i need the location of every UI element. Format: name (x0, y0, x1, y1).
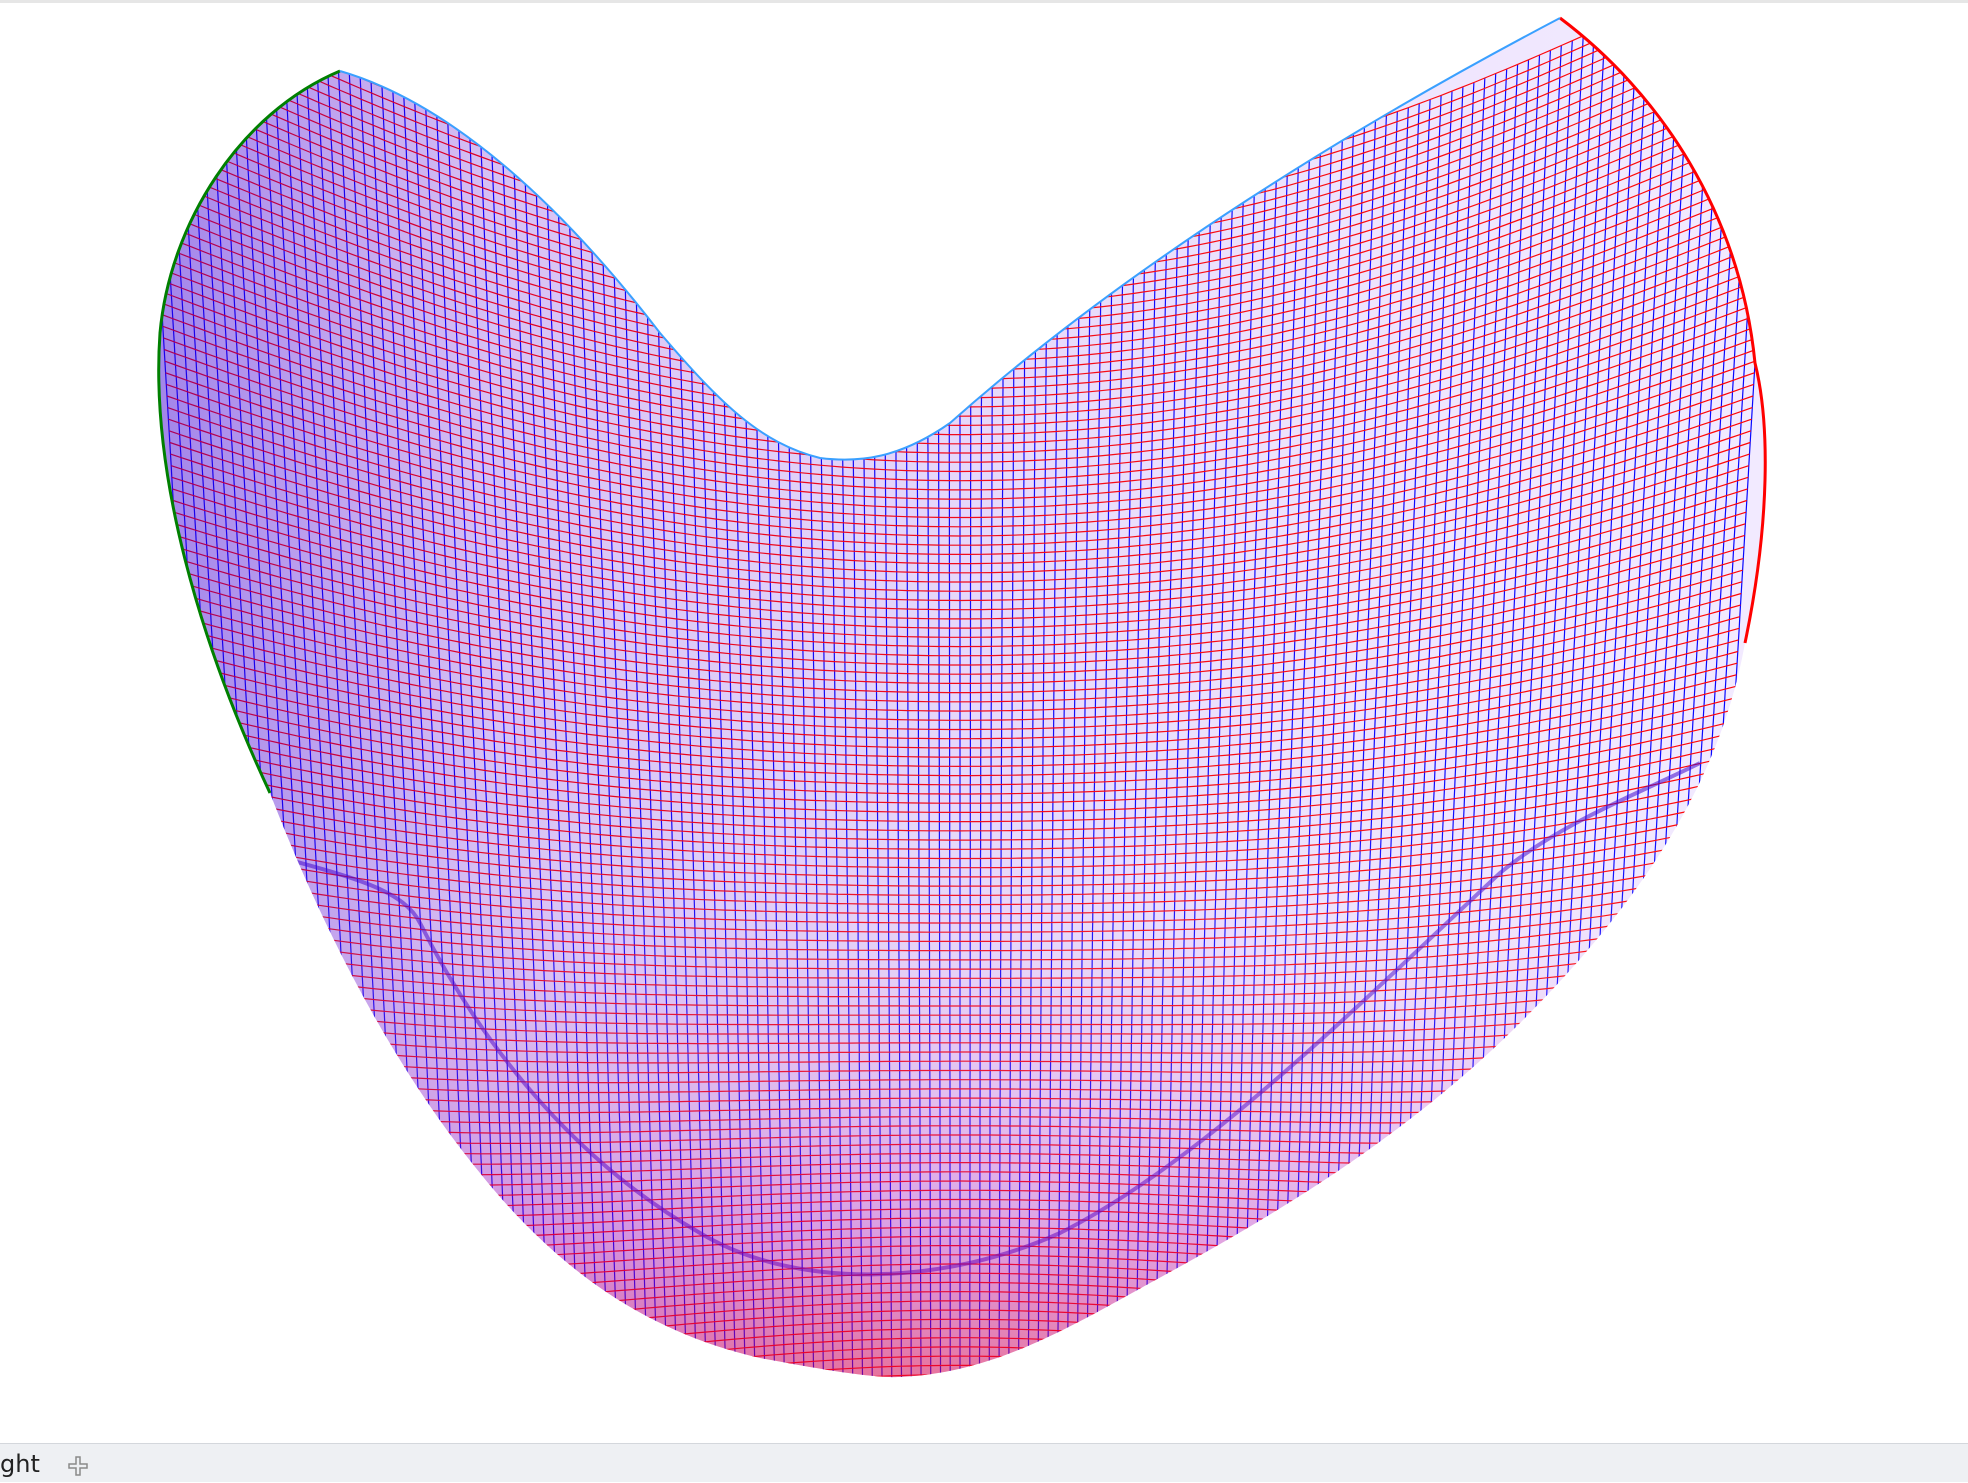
sheet-tab-bar: ght (0, 1443, 1968, 1482)
plus-icon[interactable] (66, 1454, 90, 1478)
right-edge-outline (1559, 16, 1767, 644)
mesh-viewport[interactable] (0, 3, 1968, 1443)
mesh-body (158, 18, 1766, 1378)
sheet-tab-label[interactable]: ght (0, 1450, 40, 1478)
top-border (0, 0, 1968, 3)
wireframe-mesh (157, 16, 1767, 1378)
left-edge-outline (157, 69, 341, 794)
top-edge-outline (339, 17, 1561, 461)
